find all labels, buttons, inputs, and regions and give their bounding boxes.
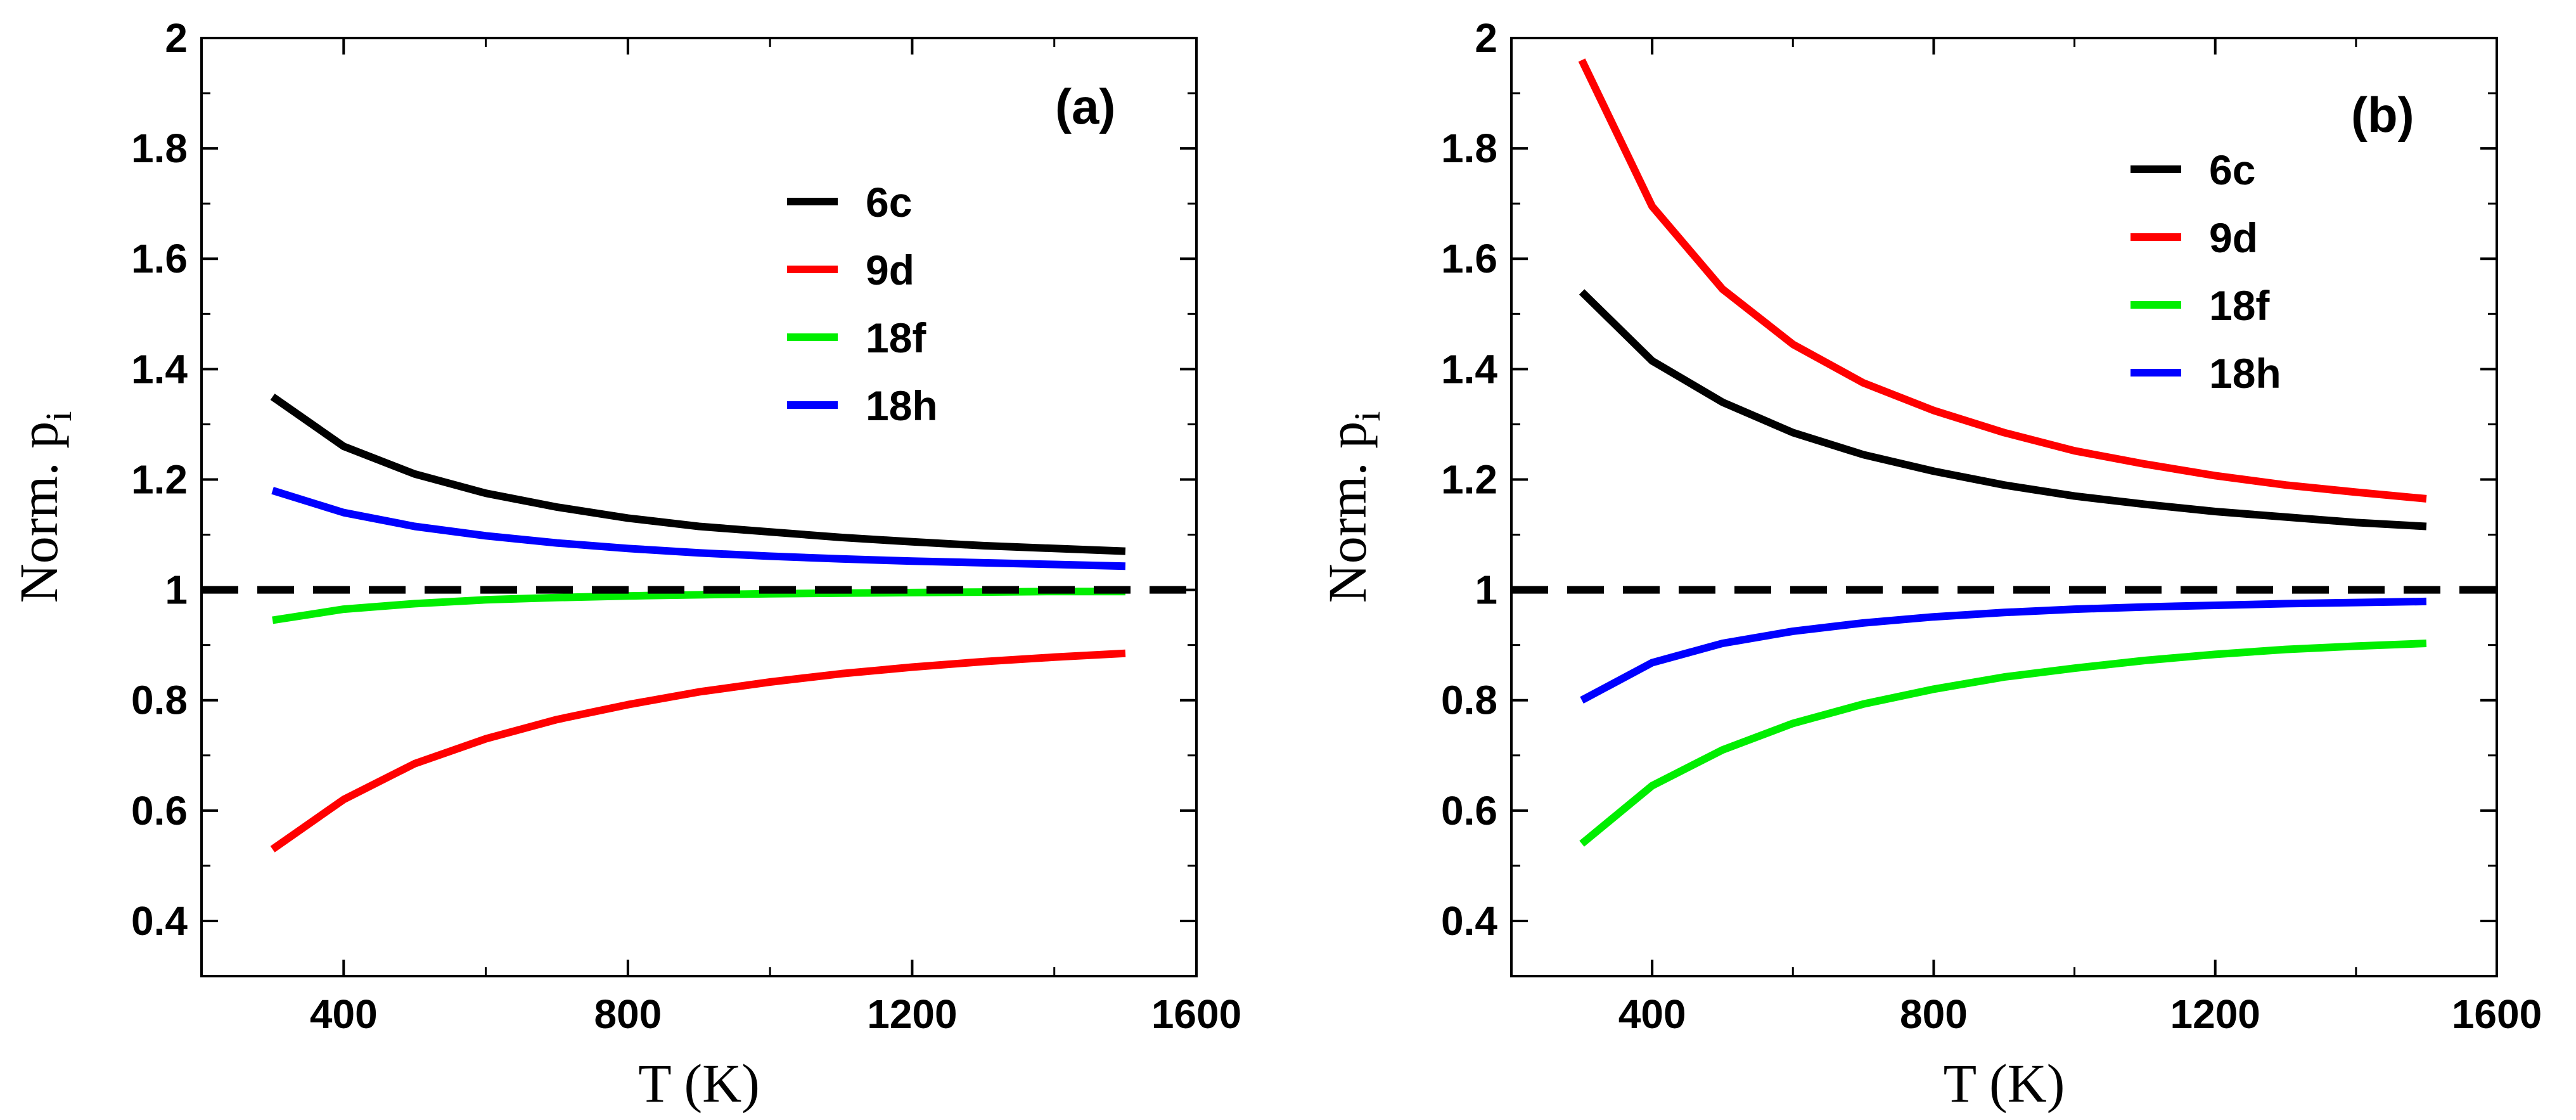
panel-a-series-group [270,393,1126,853]
panel-b-series-18f [1579,640,2427,847]
panel-b-y-tick-label: 0.4 [1441,898,1497,944]
panel-a-legend-label-18h: 18h [866,382,938,429]
panel-b-legend-label-18h: 18h [2209,350,2281,397]
panel-a-frame [200,37,1198,977]
panel-b-panel-label: (b) [2351,87,2414,143]
panel-b-y-tick-label: 1.4 [1441,346,1497,392]
panel-b-series-18h [1580,597,2426,704]
panel-a-x-axis-title: T (K) [638,1053,760,1114]
panel-b-x-tick-label: 400 [1618,991,1686,1037]
panel-b-series-9d [1578,58,2427,503]
panel-b-y-tick-label: 0.6 [1441,788,1497,834]
panel-b-x-tick-label: 1600 [2452,991,2542,1037]
panel-b-legend-label-6c: 6c [2209,146,2255,193]
panel-b-y-tick-label: 1.2 [1441,456,1497,502]
panel-b-y-tick-label: 1.6 [1441,236,1497,281]
panel-a-legend-label-6c: 6c [866,179,912,226]
panel-a-y-axis-title-subscript: i [38,411,79,422]
panel-b-legend-label-18f: 18f [2209,282,2270,329]
panel-b-y-tick-label: 1 [1475,567,1497,613]
panel-a-panel-label: (a) [1055,79,1115,134]
panel-a-series-9d [270,649,1126,853]
panel-a-y-tick-label: 0.8 [131,678,188,723]
panel-b-x-axis-title: T (K) [1944,1053,2065,1114]
panel-b-y-axis-title-subscript: i [1347,411,1388,422]
panel-a-series-6c [270,393,1126,555]
panel-b-series-group [1578,58,2427,847]
panel-a-y-axis-title: Norm. pi [8,411,79,603]
panel-b-x-tick-label: 800 [1900,991,1968,1037]
panel-a-legend-label-18f: 18f [866,314,926,361]
panel-a: 0.4 0.6 0.8 1 1.2 1.4 1.6 1.8 2 400 800 1200 1600 6c 9… [8,15,1241,1114]
panel-a-y-tick-label: 0.4 [131,898,188,944]
panel-b-y-tick-label: 0.8 [1441,678,1497,723]
panel-a-y-tick-label: 1.8 [131,126,188,171]
panel-b-y-axis-title-main: Norm. p [1317,422,1378,603]
panel-b-x-tick-label: 1200 [2170,991,2260,1037]
panel-a-y-axis-title-main: Norm. p [8,422,69,603]
panel-a-series-18h [271,487,1126,570]
panel-a-y-tick-label: 2 [165,15,188,61]
panel-a-legend-label-9d: 9d [866,247,914,293]
panel-a-x-tick-label: 800 [594,991,662,1037]
panel-b-frame [1510,37,2498,977]
panel-b-y-tick-label: 2 [1475,15,1497,61]
panel-a-x-tick-label: 1600 [1151,991,1241,1037]
panel-b-series-6c [1579,289,2427,531]
panel-b-y-tick-label: 1.8 [1441,126,1497,171]
panel-a-y-tick-label: 0.6 [131,788,188,834]
panel-a-series-18f [272,588,1125,624]
panel-a-y-tick-label: 1.2 [131,456,188,502]
panel-a-y-tick-label: 1.4 [131,346,188,392]
panel-b-legend-label-9d: 9d [2209,214,2258,261]
panel-b: 0.4 0.6 0.8 1 1.2 1.4 1.6 1.8 2 400 800 1200 1600 6c 9… [1317,15,2542,1114]
panel-b-y-axis-title: Norm. pi [1317,411,1388,603]
panel-a-x-tick-label: 400 [310,991,378,1037]
panel-a-x-tick-label: 1200 [867,991,957,1037]
panel-a-y-tick-label: 1.6 [131,236,188,281]
panel-a-y-tick-label: 1 [165,567,188,613]
